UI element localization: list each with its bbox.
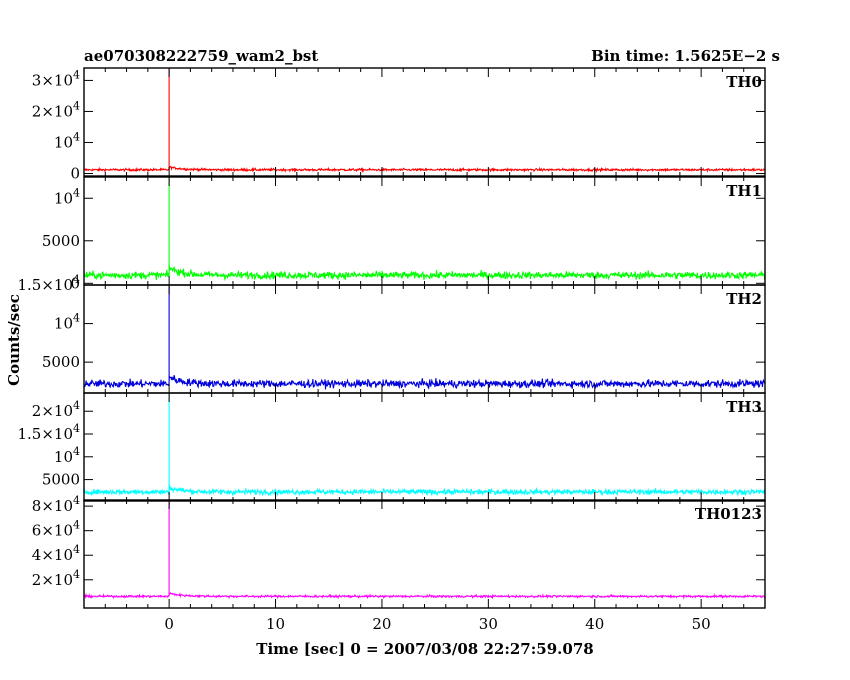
y-tick-label: 5000 <box>42 353 80 371</box>
series-th0 <box>83 68 766 174</box>
y-tick-label: 104 <box>54 312 80 333</box>
panel-th2: 5000 104 1.5×104 TH2 <box>17 273 766 394</box>
y-tick-label: 2×104 <box>32 568 80 589</box>
x-axis-label: Time [sec] 0 = 2007/03/08 22:27:59.078 <box>256 640 593 658</box>
y-tick-label: 1.5×104 <box>17 422 80 443</box>
x-tick-label: 50 <box>692 615 711 633</box>
y-tick-label: 4×104 <box>32 543 80 564</box>
x-tick-label: 10 <box>266 615 285 633</box>
chart-title: ae070308222759_wam2_bst <box>84 47 318 65</box>
panel-th1: 0 5000 104 TH1 <box>42 176 766 292</box>
x-tick-label: 20 <box>372 615 391 633</box>
panel-frame <box>83 284 766 394</box>
y-tick-label: 104 <box>54 445 80 466</box>
panel-label-th1: TH1 <box>726 182 762 200</box>
y-tick-label: 5000 <box>42 471 80 489</box>
panel-frame <box>83 176 766 286</box>
y-tick-label: 0 <box>70 165 80 183</box>
panel-th0: 0 104 2×104 3×104 TH0 <box>32 67 766 183</box>
x-tick-label: 30 <box>479 615 498 633</box>
y-tick-label: 0 <box>70 274 80 292</box>
series-th3 <box>83 393 766 497</box>
panel-frame <box>83 67 766 177</box>
y-tick-label: 6×104 <box>32 519 80 540</box>
x-tick-label: 40 <box>585 615 604 633</box>
y-tick-label: 2×104 <box>32 399 80 420</box>
panel-frame <box>83 499 766 609</box>
series-th0123 <box>83 500 766 600</box>
x-tick-label: 0 <box>164 615 174 633</box>
panel-label-th0: TH0 <box>726 73 762 91</box>
bin-time-label: Bin time: 1.5625E−2 s <box>591 47 780 65</box>
y-tick-label: 8×104 <box>32 494 80 515</box>
y-axis-label: Counts/sec <box>5 294 23 386</box>
panel-frame <box>83 392 766 502</box>
y-tick-label: 104 <box>54 130 80 151</box>
panel-label-th3: TH3 <box>726 398 762 416</box>
y-tick-label: 1.5×104 <box>17 273 80 294</box>
y-tick-label: 5000 <box>42 232 80 250</box>
y-tick-label: 104 <box>54 186 80 207</box>
panel-label-th2: TH2 <box>726 290 762 308</box>
series-th2 <box>83 285 766 390</box>
y-tick-label: 3×104 <box>32 68 80 89</box>
panel-th0123: 2×104 4×104 6×104 8×104 TH0123 <box>32 494 766 609</box>
series-th1 <box>83 177 766 282</box>
panel-label-th0123: TH0123 <box>695 505 762 523</box>
y-tick-label: 2×104 <box>32 99 80 120</box>
